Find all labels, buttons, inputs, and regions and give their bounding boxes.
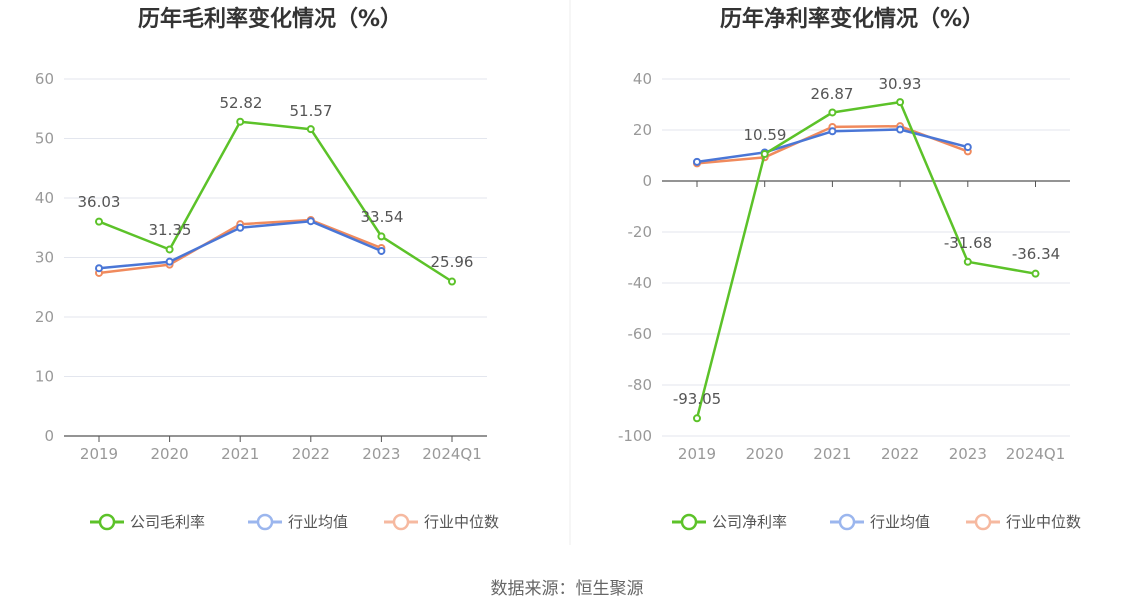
data-label: 52.82 xyxy=(220,94,263,112)
data-point-industry_avg xyxy=(693,157,701,166)
data-point-company xyxy=(236,117,245,126)
legend-item-industry_avg: 行业均值 xyxy=(830,513,930,531)
series-line-company xyxy=(98,120,453,283)
legend-label: 行业均值 xyxy=(870,513,930,531)
legend-swatch-marker xyxy=(974,513,992,531)
data-label: 51.57 xyxy=(290,102,333,120)
y-tick-label: 40 xyxy=(633,70,652,88)
x-tick-label: 2021 xyxy=(813,445,851,463)
data-label: 10.59 xyxy=(744,126,787,144)
data-point-company xyxy=(693,414,701,423)
x-tick-label: 2020 xyxy=(746,445,784,463)
y-tick-label: -80 xyxy=(628,376,653,394)
data-label: -36.34 xyxy=(1012,245,1060,263)
data-point-company xyxy=(448,277,456,286)
data-label: -93.05 xyxy=(673,390,721,408)
y-tick-label: -60 xyxy=(628,325,653,343)
series-line-company xyxy=(695,100,1036,419)
x-tick-label: 2021 xyxy=(221,445,259,463)
y-tick-label: 50 xyxy=(35,130,54,148)
legend-label: 公司毛利率 xyxy=(130,513,205,531)
data-point-company xyxy=(306,125,315,134)
data-point-company xyxy=(760,149,769,158)
y-tick-label: 10 xyxy=(35,368,54,386)
y-tick-label: 20 xyxy=(633,121,652,139)
y-tick-label: -20 xyxy=(628,223,653,241)
chart-title: 历年毛利率变化情况（%） xyxy=(138,6,402,32)
chart-title: 历年净利率变化情况（%） xyxy=(720,6,984,32)
y-tick-label: -100 xyxy=(618,427,652,445)
data-point-company xyxy=(828,108,837,117)
data-source-note: 数据来源：恒生聚源 xyxy=(490,579,644,599)
data-point-company xyxy=(963,257,972,266)
x-tick-label: 2020 xyxy=(151,445,189,463)
legend-item-industry_avg: 行业均值 xyxy=(248,513,348,531)
legend-item-industry_median: 行业中位数 xyxy=(966,513,1081,531)
legend-item-company: 公司毛利率 xyxy=(90,513,205,531)
y-tick-label: 20 xyxy=(35,308,54,326)
data-point-industry_avg xyxy=(828,127,837,136)
x-tick-label: 2023 xyxy=(362,445,400,463)
legend-swatch-marker xyxy=(98,513,116,531)
y-tick-label: -40 xyxy=(628,274,653,292)
data-point-industry_avg xyxy=(963,143,972,152)
data-point-company xyxy=(1031,269,1040,278)
y-tick-label: 0 xyxy=(642,172,652,190)
data-label: 25.96 xyxy=(431,253,474,271)
x-tick-label: 2019 xyxy=(678,445,716,463)
legend-label: 行业中位数 xyxy=(1006,513,1081,531)
data-label: 26.87 xyxy=(811,85,854,103)
y-tick-label: 40 xyxy=(35,189,54,207)
x-tick-label: 2024Q1 xyxy=(422,445,482,463)
x-tick-label: 2024Q1 xyxy=(1006,445,1066,463)
legend-label: 行业均值 xyxy=(288,513,348,531)
data-label: 33.54 xyxy=(361,208,404,226)
x-tick-label: 2022 xyxy=(292,445,330,463)
data-point-industry_avg xyxy=(236,223,245,232)
x-tick-label: 2023 xyxy=(949,445,987,463)
data-point-company xyxy=(95,217,103,226)
legend-swatch-marker xyxy=(392,513,410,531)
legend-swatch-marker xyxy=(256,513,274,531)
legend-swatch-marker xyxy=(838,513,856,531)
data-point-industry_avg xyxy=(165,257,174,266)
y-tick-label: 0 xyxy=(44,427,54,445)
y-tick-label: 60 xyxy=(35,70,54,88)
data-point-industry_avg xyxy=(377,246,386,255)
legend-item-industry_median: 行业中位数 xyxy=(384,513,499,531)
legend-swatch-marker xyxy=(680,513,698,531)
data-point-company xyxy=(377,232,386,241)
data-point-company xyxy=(165,245,174,254)
data-label: -31.68 xyxy=(944,234,992,252)
data-label: 36.03 xyxy=(78,193,121,211)
legend-label: 公司净利率 xyxy=(712,513,787,531)
legend-item-company: 公司净利率 xyxy=(672,513,787,531)
data-point-industry_avg xyxy=(896,125,905,134)
y-tick-label: 30 xyxy=(35,249,54,267)
chart-panel-1: 历年毛利率变化情况（%） 0 10 20 30 40 50 60 2019 2020 2021 202… xyxy=(35,6,499,531)
x-tick-label: 2019 xyxy=(80,445,118,463)
data-label: 31.35 xyxy=(149,221,192,239)
chart-panel-2: 历年净利率变化情况（%） -100 -80 -60 -40 -20 0 20 40 2019 202… xyxy=(618,6,1081,531)
data-point-company xyxy=(896,98,905,107)
legend-label: 行业中位数 xyxy=(424,513,499,531)
data-point-industry_avg xyxy=(306,217,315,226)
data-label: 30.93 xyxy=(879,75,922,93)
data-point-industry_avg xyxy=(95,264,103,273)
x-tick-label: 2022 xyxy=(881,445,919,463)
